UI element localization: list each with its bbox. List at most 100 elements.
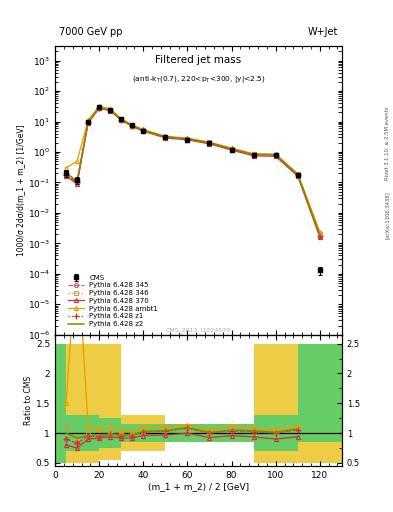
Pythia 6.428 346	[75, 178, 79, 184]
Pythia 6.428 345	[141, 127, 146, 134]
Text: (anti-k$_\mathregular{T}$(0.7), 220<p$_\mathregular{T}$<300, |y|<2.5): (anti-k$_\mathregular{T}$(0.7), 220<p$_\…	[132, 74, 265, 84]
Pythia 6.428 ambt1	[130, 122, 135, 128]
Line: Pythia 6.428 345: Pythia 6.428 345	[64, 106, 322, 238]
Pythia 6.428 370	[75, 181, 79, 187]
Pythia 6.428 z1	[207, 140, 212, 146]
Pythia 6.428 370	[86, 120, 90, 126]
Pythia 6.428 370	[229, 147, 234, 153]
Pythia 6.428 z2	[119, 117, 123, 123]
Pythia 6.428 z1	[274, 152, 278, 158]
Pythia 6.428 346	[163, 134, 168, 140]
Pythia 6.428 346	[251, 151, 256, 157]
Pythia 6.428 z1	[163, 134, 168, 140]
Pythia 6.428 z1	[130, 123, 135, 129]
Pythia 6.428 345	[86, 119, 90, 125]
Pythia 6.428 ambt1	[64, 165, 68, 171]
Text: Filtered jet mass: Filtered jet mass	[155, 55, 242, 65]
Pythia 6.428 z2	[130, 123, 135, 129]
Pythia 6.428 ambt1	[251, 151, 256, 157]
Pythia 6.428 z1	[75, 179, 79, 185]
Pythia 6.428 z2	[108, 107, 112, 113]
Pythia 6.428 z1	[86, 119, 90, 125]
Pythia 6.428 370	[318, 234, 322, 240]
Pythia 6.428 ambt1	[86, 117, 90, 123]
Pythia 6.428 z2	[86, 119, 90, 125]
Pythia 6.428 ambt1	[119, 116, 123, 122]
Pythia 6.428 370	[251, 153, 256, 159]
Pythia 6.428 z1	[251, 152, 256, 158]
Line: Pythia 6.428 z1: Pythia 6.428 z1	[63, 105, 323, 239]
Pythia 6.428 345	[163, 134, 168, 140]
Pythia 6.428 370	[185, 137, 190, 143]
Pythia 6.428 ambt1	[207, 139, 212, 145]
Pythia 6.428 z2	[185, 136, 190, 142]
Pythia 6.428 346	[119, 116, 123, 122]
Pythia 6.428 z2	[64, 170, 68, 176]
Pythia 6.428 ambt1	[75, 158, 79, 164]
Pythia 6.428 z2	[229, 146, 234, 152]
Pythia 6.428 345	[119, 117, 123, 123]
Pythia 6.428 370	[97, 105, 101, 111]
Pythia 6.428 z1	[141, 127, 146, 134]
Pythia 6.428 ambt1	[229, 145, 234, 151]
Pythia 6.428 z2	[163, 134, 168, 140]
Pythia 6.428 370	[130, 123, 135, 130]
Pythia 6.428 346	[318, 231, 322, 237]
Y-axis label: Ratio to CMS: Ratio to CMS	[24, 376, 33, 425]
Pythia 6.428 345	[296, 172, 300, 178]
Pythia 6.428 345	[274, 152, 278, 158]
Pythia 6.428 370	[119, 117, 123, 123]
Pythia 6.428 346	[108, 107, 112, 113]
Pythia 6.428 345	[229, 146, 234, 152]
Pythia 6.428 ambt1	[296, 171, 300, 177]
Pythia 6.428 370	[207, 141, 212, 147]
Pythia 6.428 z1	[119, 117, 123, 123]
Pythia 6.428 345	[108, 107, 112, 113]
Pythia 6.428 345	[318, 232, 322, 239]
Pythia 6.428 370	[141, 128, 146, 134]
Pythia 6.428 ambt1	[141, 126, 146, 133]
Y-axis label: 1000/σ 2dσ/d(m_1 + m_2) [1/GeV]: 1000/σ 2dσ/d(m_1 + m_2) [1/GeV]	[16, 124, 25, 256]
Pythia 6.428 z2	[296, 172, 300, 178]
Text: 7000 GeV pp: 7000 GeV pp	[59, 27, 123, 37]
Pythia 6.428 346	[274, 152, 278, 158]
Pythia 6.428 ambt1	[97, 103, 101, 109]
Pythia 6.428 346	[97, 104, 101, 111]
Pythia 6.428 z1	[185, 136, 190, 142]
Pythia 6.428 ambt1	[274, 151, 278, 157]
Pythia 6.428 ambt1	[318, 229, 322, 235]
Pythia 6.428 370	[64, 173, 68, 179]
Pythia 6.428 z1	[97, 104, 101, 111]
Pythia 6.428 345	[207, 140, 212, 146]
Text: [arXiv:1306.3438]: [arXiv:1306.3438]	[385, 191, 390, 239]
Pythia 6.428 z2	[141, 127, 146, 133]
Line: Pythia 6.428 ambt1: Pythia 6.428 ambt1	[64, 104, 322, 234]
Text: Rivet 3.1.10, ≥ 2.5M events: Rivet 3.1.10, ≥ 2.5M events	[385, 106, 390, 180]
Pythia 6.428 345	[130, 123, 135, 129]
Pythia 6.428 345	[251, 152, 256, 158]
Pythia 6.428 z2	[318, 232, 322, 238]
Pythia 6.428 345	[97, 105, 101, 111]
Line: Pythia 6.428 346: Pythia 6.428 346	[64, 105, 322, 236]
Pythia 6.428 346	[130, 122, 135, 129]
Pythia 6.428 370	[163, 135, 168, 141]
Pythia 6.428 z1	[108, 107, 112, 113]
X-axis label: (m_1 + m_2) / 2 [GeV]: (m_1 + m_2) / 2 [GeV]	[148, 482, 249, 492]
Pythia 6.428 z2	[251, 152, 256, 158]
Text: W+Jet: W+Jet	[308, 27, 338, 37]
Pythia 6.428 z1	[64, 172, 68, 178]
Pythia 6.428 ambt1	[163, 133, 168, 139]
Pythia 6.428 345	[75, 179, 79, 185]
Pythia 6.428 ambt1	[108, 105, 112, 112]
Legend: CMS, Pythia 6.428 345, Pythia 6.428 346, Pythia 6.428 370, Pythia 6.428 ambt1, P: CMS, Pythia 6.428 345, Pythia 6.428 346,…	[67, 273, 160, 328]
Pythia 6.428 346	[141, 127, 146, 133]
Pythia 6.428 z2	[207, 140, 212, 146]
Pythia 6.428 346	[296, 171, 300, 177]
Pythia 6.428 ambt1	[185, 135, 190, 141]
Line: Pythia 6.428 370: Pythia 6.428 370	[64, 106, 322, 239]
Pythia 6.428 z1	[296, 172, 300, 178]
Line: Pythia 6.428 z2: Pythia 6.428 z2	[66, 108, 320, 235]
Pythia 6.428 370	[296, 173, 300, 179]
Pythia 6.428 346	[185, 136, 190, 142]
Pythia 6.428 z1	[229, 146, 234, 152]
